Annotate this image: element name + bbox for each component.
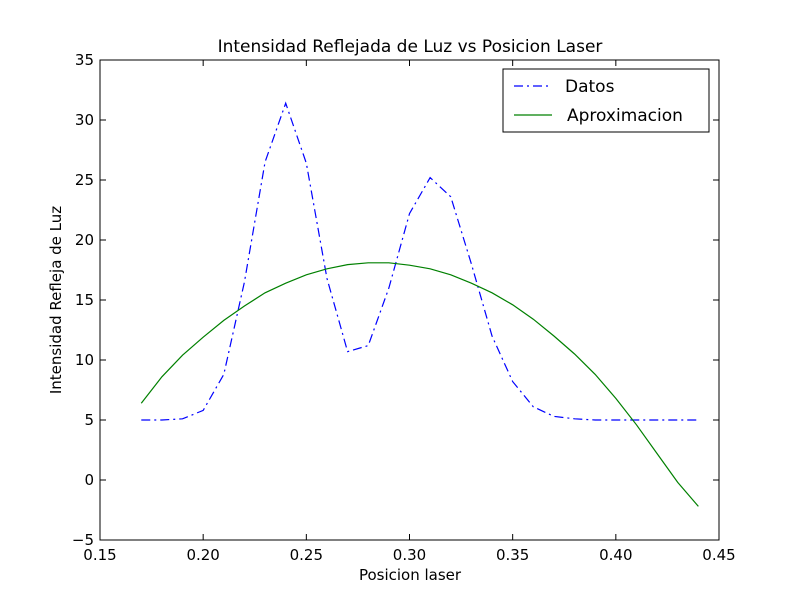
legend: Datos Aproximacion xyxy=(502,68,710,133)
series-line-aproximacion xyxy=(140,262,699,507)
legend-label-aproximacion: Aproximacion xyxy=(567,106,683,126)
y-tick-label: 5 xyxy=(84,411,94,429)
legend-label-datos: Datos xyxy=(565,77,615,97)
x-tick-label: 0.30 xyxy=(393,546,426,564)
y-tick-label: −5 xyxy=(72,531,94,549)
chart-title: Intensidad Reflejada de Luz vs Posicion … xyxy=(218,37,603,57)
x-tick-label: 0.15 xyxy=(83,546,116,564)
y-tick-label: 0 xyxy=(84,471,94,489)
series-line-datos xyxy=(141,101,699,421)
tick-labels: 0.15 0.20 0.25 0.30 0.35 0.40 0.45 35 30 25 20 15 10… xyxy=(72,51,736,564)
y-tick-label: 35 xyxy=(75,51,94,69)
x-tick-label: 0.45 xyxy=(702,546,735,564)
legend-box xyxy=(502,68,710,133)
y-axis-label: Intensidad Refleja de Luz xyxy=(47,206,65,394)
x-tick-label: 0.25 xyxy=(290,546,323,564)
x-axis-label: Posicion laser xyxy=(359,566,462,584)
axis-ticks xyxy=(99,59,720,541)
x-tick-label: 0.40 xyxy=(599,546,632,564)
x-tick-label: 0.35 xyxy=(496,546,529,564)
y-tick-label: 15 xyxy=(75,291,94,309)
y-tick-label: 10 xyxy=(75,351,94,369)
y-tick-label: 25 xyxy=(75,171,94,189)
y-tick-label: 30 xyxy=(75,111,94,129)
x-tick-label: 0.20 xyxy=(186,546,219,564)
plot-lines xyxy=(140,101,699,507)
y-tick-label: 20 xyxy=(75,231,94,249)
